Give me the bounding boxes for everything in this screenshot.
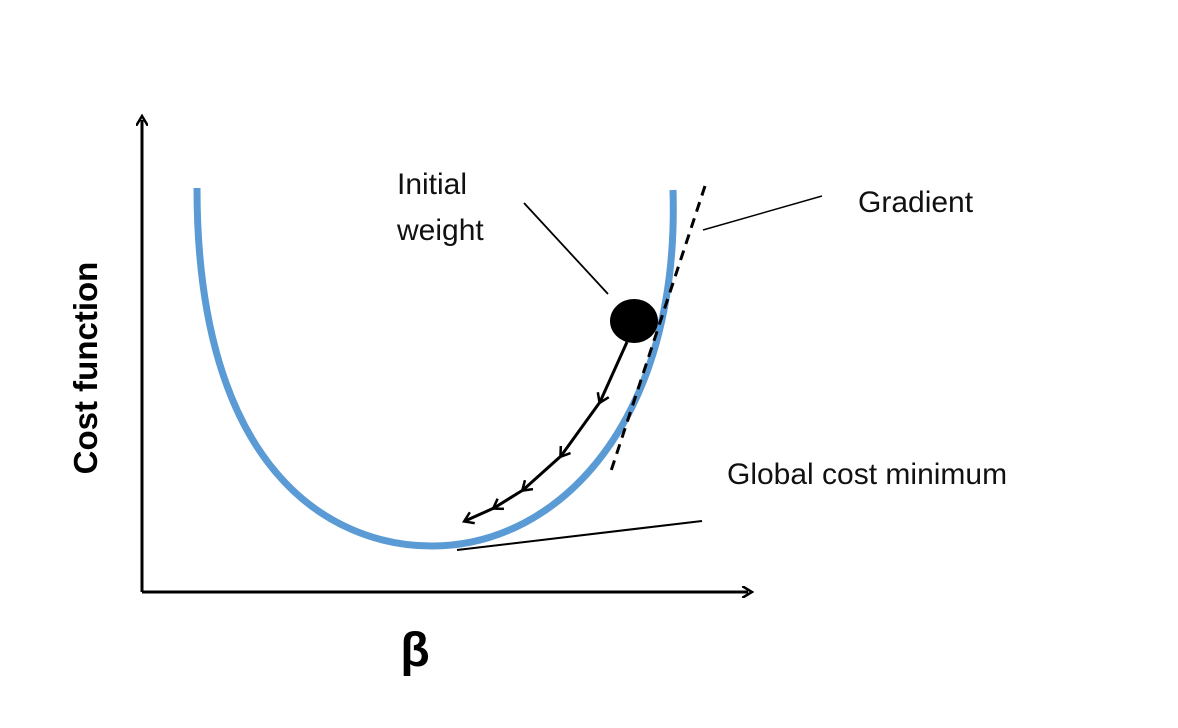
descent-step-arrow	[465, 506, 495, 521]
initial-weight-leader-line	[523, 202, 609, 295]
y-axis-label: Cost function	[67, 262, 104, 475]
gradient-leader-line	[702, 195, 823, 231]
descent-step-arrow	[523, 454, 563, 490]
descent-step-arrow	[600, 341, 629, 402]
gradient-label: Gradient	[858, 186, 974, 219]
initial-weight-ball	[610, 299, 658, 343]
global-minimum-leader-line	[456, 520, 703, 551]
initial-weight-label-line2: weight	[396, 214, 484, 247]
descent-step-arrow	[494, 488, 524, 508]
initial-weight-label-line1: Initial	[397, 168, 467, 201]
cost-curve	[193, 187, 677, 550]
descent-step-arrow	[561, 401, 602, 456]
global-minimum-label: Global cost minimum	[727, 458, 1007, 491]
x-axis-label: β	[400, 624, 429, 677]
